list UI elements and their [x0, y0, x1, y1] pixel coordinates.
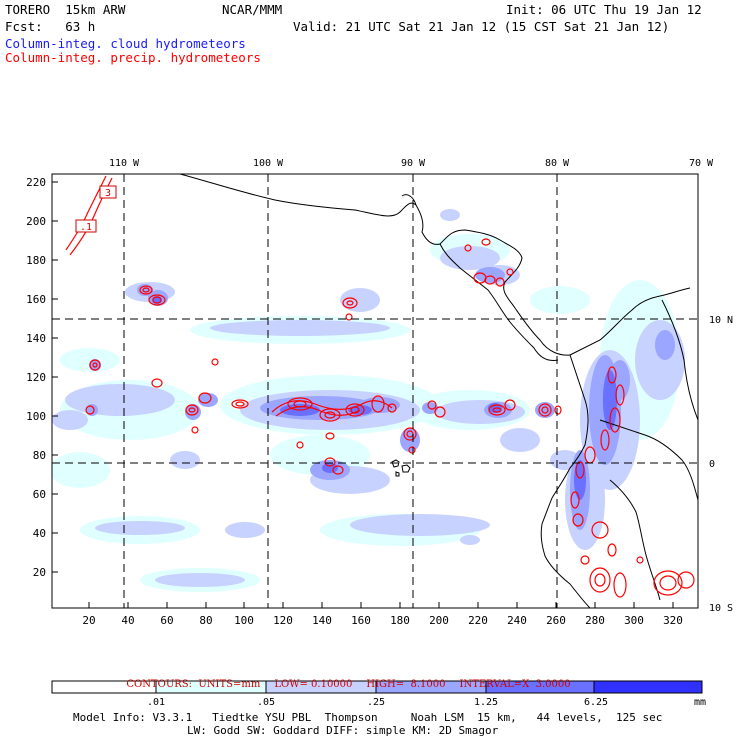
colorbar [51, 680, 703, 694]
x-tick-label: 160 [351, 614, 371, 627]
contour-box-label: .1 [80, 222, 92, 233]
y-tick-label: 120 [26, 371, 46, 384]
lon-label: 70 W [689, 158, 714, 169]
contour-box-label: 3 [105, 188, 111, 199]
lat-label: 0 [709, 459, 715, 470]
y-tick-label: 100 [26, 410, 46, 423]
lon-label: 90 W [401, 158, 426, 169]
x-tick-label: 140 [312, 614, 332, 627]
y-tick-label: 80 [33, 449, 46, 462]
colorbar-labels: .01 .05 .25 1.25 6.25 mm [147, 697, 706, 708]
shading-layer [52, 174, 698, 608]
field-precip-label: Column-integ. precip. hydrometeors [5, 50, 261, 65]
y-tick-label: 220 [26, 176, 46, 189]
x-tick-label: 20 [82, 614, 95, 627]
contour-units: CONTOURS: UNITS=mm [126, 679, 261, 690]
y-tick-label: 20 [33, 566, 46, 579]
x-tick-label: 60 [160, 614, 173, 627]
x-tick-label: 80 [199, 614, 212, 627]
graticule [52, 174, 698, 608]
colorbar-label: .05 [257, 697, 275, 708]
model-info-line2: LW: Godd SW: Goddard DIFF: simple KM: 2D… [187, 724, 499, 737]
x-tick-label: 180 [390, 614, 410, 627]
x-tick-label: 280 [585, 614, 605, 627]
colorbar-unit: mm [694, 697, 706, 708]
y-tick-label: 140 [26, 332, 46, 345]
y-ticks [52, 181, 58, 573]
x-tick-label: 300 [624, 614, 644, 627]
x-tick-label: 240 [507, 614, 527, 627]
colorbar-label: .01 [147, 697, 165, 708]
latitude-labels: 10 N 0 10 S [709, 315, 733, 614]
x-ticks [88, 602, 674, 608]
coastline-layer [179, 174, 698, 608]
colorbar-label: 1.25 [474, 697, 498, 708]
model-info-line1: Model Info: V3.3.1 Tiedtke YSU PBL Thomp… [73, 711, 663, 724]
longitude-labels: 110 W 100 W 90 W 80 W 70 W [109, 158, 714, 169]
field-cloud-label: Column-integ. cloud hydrometeors [5, 36, 246, 51]
x-tick-label: 100 [234, 614, 254, 627]
contour-high: HIGH= 8.1000 [366, 679, 446, 690]
contour-info: CONTOURS: UNITS=mm LOW= 0.10000 HIGH= 8.10… [120, 668, 585, 690]
center-label: NCAR/MMM [222, 2, 283, 17]
valid-time: Valid: 21 UTC Sat 21 Jan 12 (15 CST Sat … [293, 19, 670, 34]
contour-low: LOW= 0.10000 [274, 679, 353, 690]
y-tick-labels: 220 200 180 160 140 120 100 80 60 40 20 [26, 176, 46, 579]
lon-label: 110 W [109, 158, 140, 169]
contour-interval: INTERVAL=X 3.0000 [459, 679, 571, 690]
x-tick-labels: 20 40 60 80 100 120 140 160 180 200 220 … [82, 614, 683, 627]
y-tick-label: 180 [26, 254, 46, 267]
x-tick-label: 40 [121, 614, 134, 627]
y-tick-label: 60 [33, 488, 46, 501]
x-tick-label: 120 [273, 614, 293, 627]
init-time: Init: 06 UTC Thu 19 Jan 12 [506, 2, 702, 17]
y-tick-label: 40 [33, 527, 46, 540]
forecast-hour: Fcst: 63 h [5, 19, 96, 34]
x-tick-label: 200 [429, 614, 449, 627]
x-tick-label: 260 [546, 614, 566, 627]
x-tick-label: 220 [468, 614, 488, 627]
contour-value-boxes: 3 .1 [75, 185, 117, 233]
model-title: TORERO 15km ARW [5, 2, 126, 17]
lon-label: 100 W [253, 158, 284, 169]
colorbar-label: .25 [367, 697, 385, 708]
colorbar-label: 6.25 [584, 697, 608, 708]
y-tick-label: 160 [26, 293, 46, 306]
y-tick-label: 200 [26, 215, 46, 228]
lat-label: 10 S [709, 603, 733, 614]
x-tick-label: 320 [663, 614, 683, 627]
lat-label: 10 N [709, 315, 733, 326]
lon-label: 80 W [545, 158, 570, 169]
precip-contours [65, 175, 695, 598]
